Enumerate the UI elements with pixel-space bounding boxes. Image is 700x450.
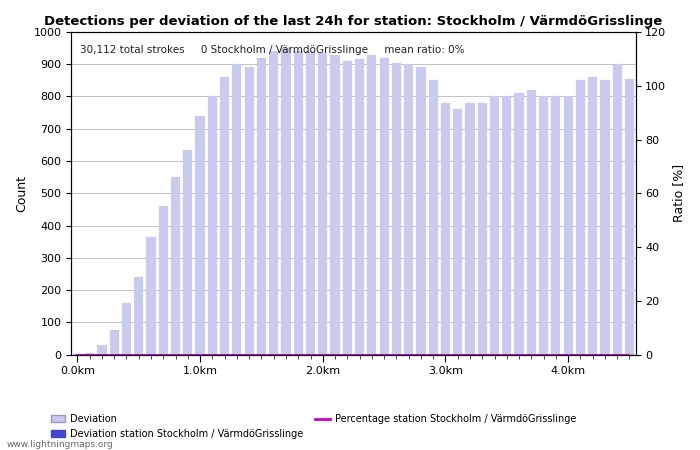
Bar (526, 90, 536, 355)
Bar (588, 77, 597, 355)
Bar (171, 177, 180, 355)
Bar (122, 303, 131, 355)
Bar (281, 48, 290, 355)
Bar (85, 353, 94, 355)
Bar (355, 59, 364, 355)
Bar (466, 103, 475, 355)
Bar (306, 51, 315, 355)
Bar (97, 345, 106, 355)
Bar (601, 81, 610, 355)
Bar (576, 81, 585, 355)
Bar (453, 109, 462, 355)
Text: www.lightningmaps.org: www.lightningmaps.org (7, 440, 113, 449)
Bar (514, 93, 524, 355)
Bar (404, 64, 413, 355)
Bar (612, 64, 622, 355)
Bar (73, 354, 82, 355)
Bar (552, 96, 561, 355)
Bar (159, 206, 168, 355)
Bar (502, 96, 512, 355)
Bar (183, 150, 192, 355)
Bar (539, 96, 548, 355)
Bar (477, 103, 486, 355)
Legend: Deviation, Deviation station Stockholm / VärmdöGrisslinge, Percentage station St: Deviation, Deviation station Stockholm /… (47, 410, 580, 443)
Text: 30,112 total strokes     0 Stockholm / VärmdöGrisslinge     mean ratio: 0%: 30,112 total strokes 0 Stockholm / Värmd… (80, 45, 464, 55)
Bar (441, 103, 450, 355)
Bar (134, 277, 144, 355)
Bar (343, 61, 352, 355)
Bar (330, 54, 340, 355)
Bar (368, 54, 377, 355)
Bar (428, 81, 438, 355)
Bar (257, 58, 266, 355)
Bar (293, 51, 303, 355)
Bar (318, 53, 328, 355)
Bar (564, 96, 573, 355)
Bar (379, 58, 389, 355)
Y-axis label: Ratio [%]: Ratio [%] (672, 164, 685, 222)
Bar (220, 77, 229, 355)
Bar (625, 79, 634, 355)
Bar (269, 51, 279, 355)
Bar (208, 96, 217, 355)
Bar (392, 63, 401, 355)
Bar (416, 68, 426, 355)
Y-axis label: Count: Count (15, 175, 28, 212)
Title: Detections per deviation of the last 24h for station: Stockholm / VärmdöGrisslin: Detections per deviation of the last 24h… (44, 15, 663, 28)
Bar (195, 116, 204, 355)
Bar (232, 64, 241, 355)
Bar (146, 237, 155, 355)
Bar (110, 330, 119, 355)
Bar (490, 96, 499, 355)
Bar (244, 68, 254, 355)
